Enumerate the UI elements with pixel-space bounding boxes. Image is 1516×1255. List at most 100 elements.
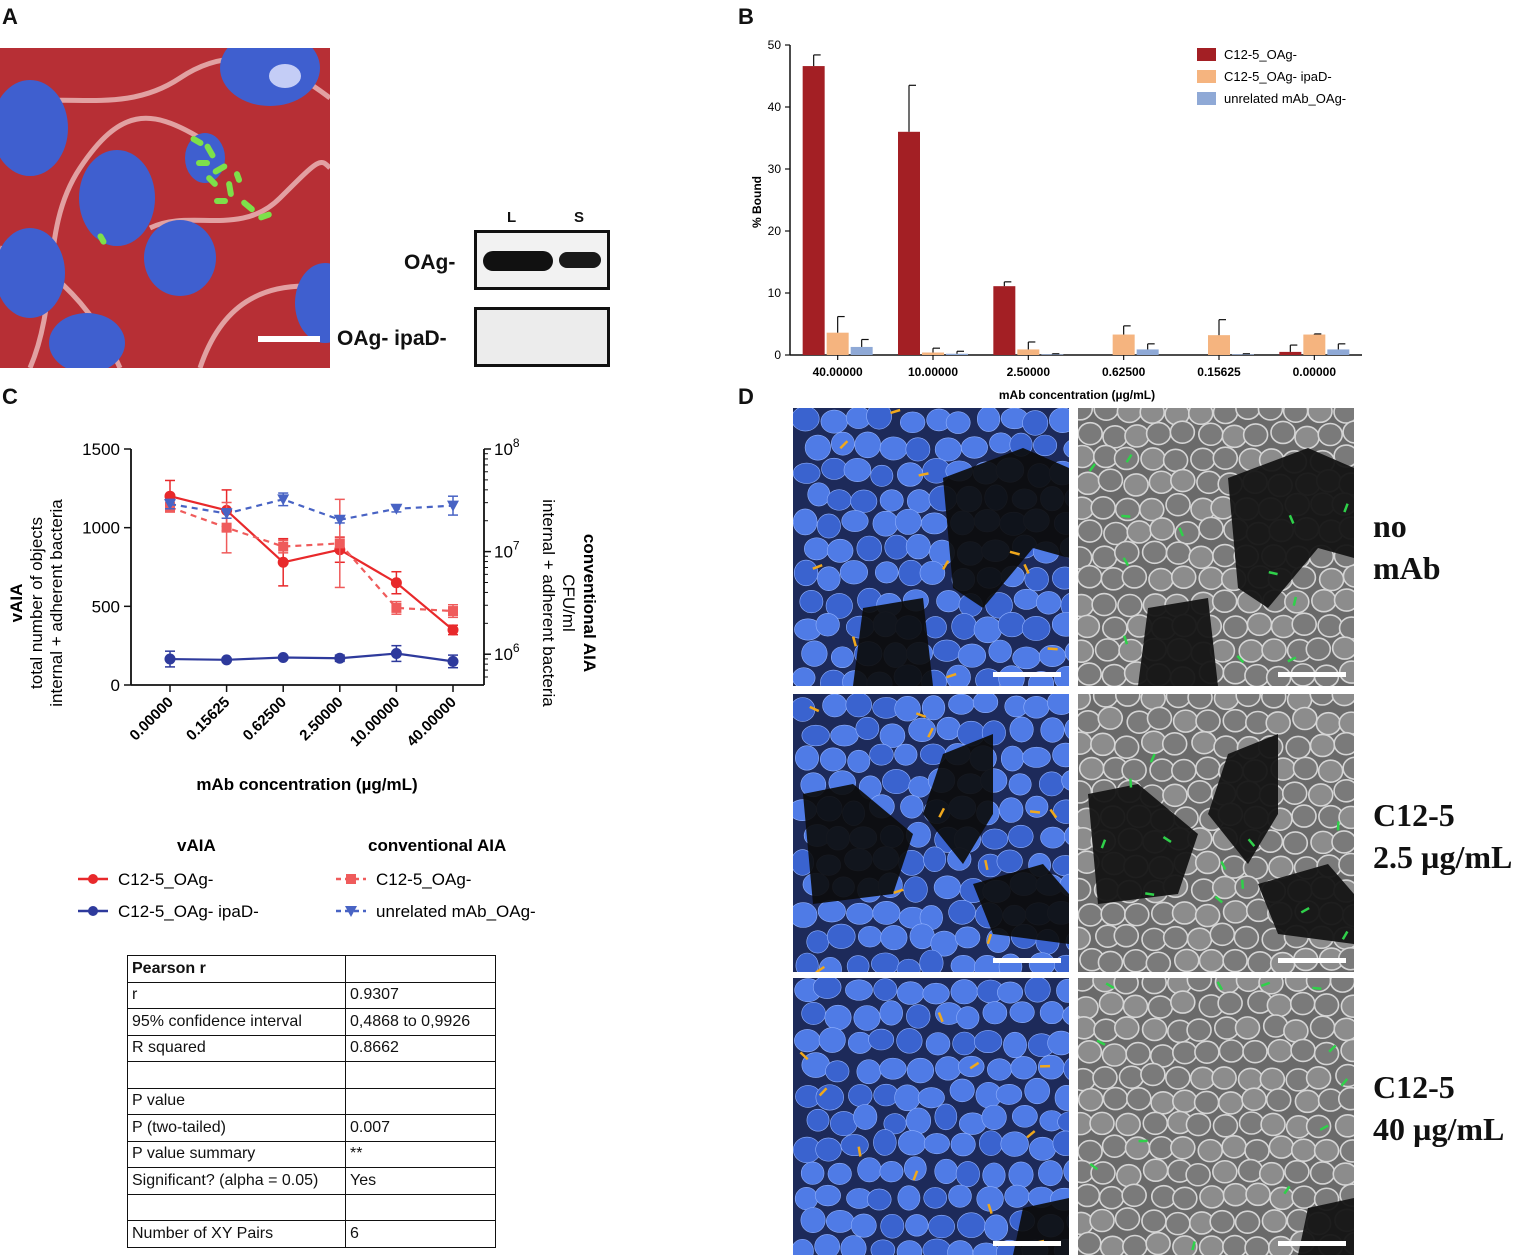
nucleus xyxy=(879,1161,904,1183)
legend-item: unrelated mAb_OAg- xyxy=(1224,91,1346,106)
cell xyxy=(1335,1063,1354,1088)
svg-text:total number of objects: total number of objects xyxy=(27,517,46,689)
cell xyxy=(1097,468,1124,492)
data-point xyxy=(278,541,289,552)
cell xyxy=(1165,1066,1191,1090)
bacterium xyxy=(1125,453,1133,463)
cell xyxy=(1317,422,1344,447)
bacterium xyxy=(1096,1039,1106,1046)
x-tick-label: 10.00000 xyxy=(908,365,958,379)
nucleus xyxy=(1009,1001,1035,1024)
nucleus xyxy=(1000,1131,1029,1157)
nucleus xyxy=(845,979,873,1001)
cell xyxy=(1265,711,1291,735)
nucleus xyxy=(826,923,856,949)
cell xyxy=(1234,1016,1261,1040)
bacterium xyxy=(942,560,950,570)
cell xyxy=(1078,662,1102,686)
cell xyxy=(1172,709,1199,733)
nucleus xyxy=(816,513,841,539)
bacterium xyxy=(938,807,946,818)
nucleus xyxy=(1052,1130,1069,1156)
scale-bar xyxy=(258,336,320,342)
nucleus xyxy=(972,694,999,714)
data-point xyxy=(390,503,403,515)
nucleus xyxy=(894,1084,921,1112)
nucleus xyxy=(827,1162,852,1185)
nucleus xyxy=(946,664,971,686)
pearson-table: Pearson r r 0.9307 95% confidence interva… xyxy=(127,955,496,1248)
nucleus xyxy=(984,1214,1009,1241)
cell xyxy=(1172,1186,1198,1211)
nucleus xyxy=(853,1104,878,1130)
nucleus xyxy=(956,1006,980,1030)
nucleus xyxy=(814,1184,841,1207)
cell xyxy=(1337,1086,1354,1111)
nucleus xyxy=(857,1157,882,1183)
cell xyxy=(1222,708,1249,733)
cell xyxy=(1092,1065,1118,1090)
cell xyxy=(1141,927,1167,952)
cell xyxy=(1187,408,1214,426)
cell xyxy=(1089,1111,1115,1136)
cell xyxy=(1145,1231,1171,1255)
legend-item-vaia-1: C12-5_OAg- xyxy=(118,870,213,889)
legend-marker-circle-red xyxy=(88,874,98,884)
table-cell: ** xyxy=(345,1140,496,1168)
table-row: Significant? (alpha = 0.05) Yes xyxy=(127,1167,496,1195)
nucleus xyxy=(974,1030,1003,1054)
bacterium xyxy=(1216,981,1224,991)
nucleus xyxy=(879,489,904,512)
nucleus xyxy=(825,593,853,619)
nucleus xyxy=(922,982,950,1005)
cell xyxy=(1170,1135,1196,1160)
svg-text:CFU/ml: CFU/ml xyxy=(559,574,578,632)
y-axis-right-title: conventional AIA CFU/ml internal + adher… xyxy=(539,499,599,707)
cell xyxy=(1188,545,1214,570)
data-point xyxy=(277,651,289,663)
cell xyxy=(1291,1185,1317,1209)
data-point xyxy=(448,606,458,617)
cell xyxy=(1218,1091,1244,1115)
legend-swatch xyxy=(1197,92,1216,105)
data-point xyxy=(221,522,232,533)
scale-bar xyxy=(993,958,1061,963)
micrograph-membrane-no-mab xyxy=(1078,408,1354,686)
nucleus xyxy=(935,1056,962,1081)
table-cell: Yes xyxy=(345,1167,496,1195)
nucleus xyxy=(928,1214,955,1239)
nucleus xyxy=(997,981,1024,1004)
row-label-no-mab: no mAb xyxy=(1373,505,1441,589)
cell xyxy=(1211,589,1238,614)
bacterium xyxy=(1300,906,1310,914)
nucleus xyxy=(949,1078,975,1103)
bacterium xyxy=(839,440,849,450)
blot-label-oag: OAg- xyxy=(404,251,456,274)
cell xyxy=(1122,948,1149,972)
table-cell: Number of XY Pairs xyxy=(127,1220,346,1248)
cell xyxy=(1171,901,1198,925)
cell xyxy=(1078,903,1104,927)
cell xyxy=(1237,1067,1264,1092)
nucleus xyxy=(898,559,924,587)
cell xyxy=(1305,1066,1332,1090)
table-cell: P value summary xyxy=(127,1140,346,1168)
bacterium xyxy=(1191,1241,1196,1251)
nucleus xyxy=(1004,1184,1030,1208)
nucleus xyxy=(1064,719,1069,739)
nucleus xyxy=(985,592,1013,619)
nucleus xyxy=(923,616,947,639)
bar xyxy=(898,131,920,355)
panel-a-micrograph xyxy=(0,48,330,368)
nucleus xyxy=(868,1028,895,1051)
nucleus xyxy=(1008,1161,1034,1188)
micrograph-membrane-2-5 xyxy=(1078,694,1354,972)
bacterium xyxy=(1149,753,1156,763)
nucleus xyxy=(921,695,946,721)
bar xyxy=(1041,354,1064,355)
nucleus xyxy=(871,952,900,972)
nucleus xyxy=(840,1134,869,1157)
panel-letter-d: D xyxy=(738,384,754,409)
nucleus xyxy=(1054,1084,1069,1111)
bacterium xyxy=(1328,1044,1337,1053)
